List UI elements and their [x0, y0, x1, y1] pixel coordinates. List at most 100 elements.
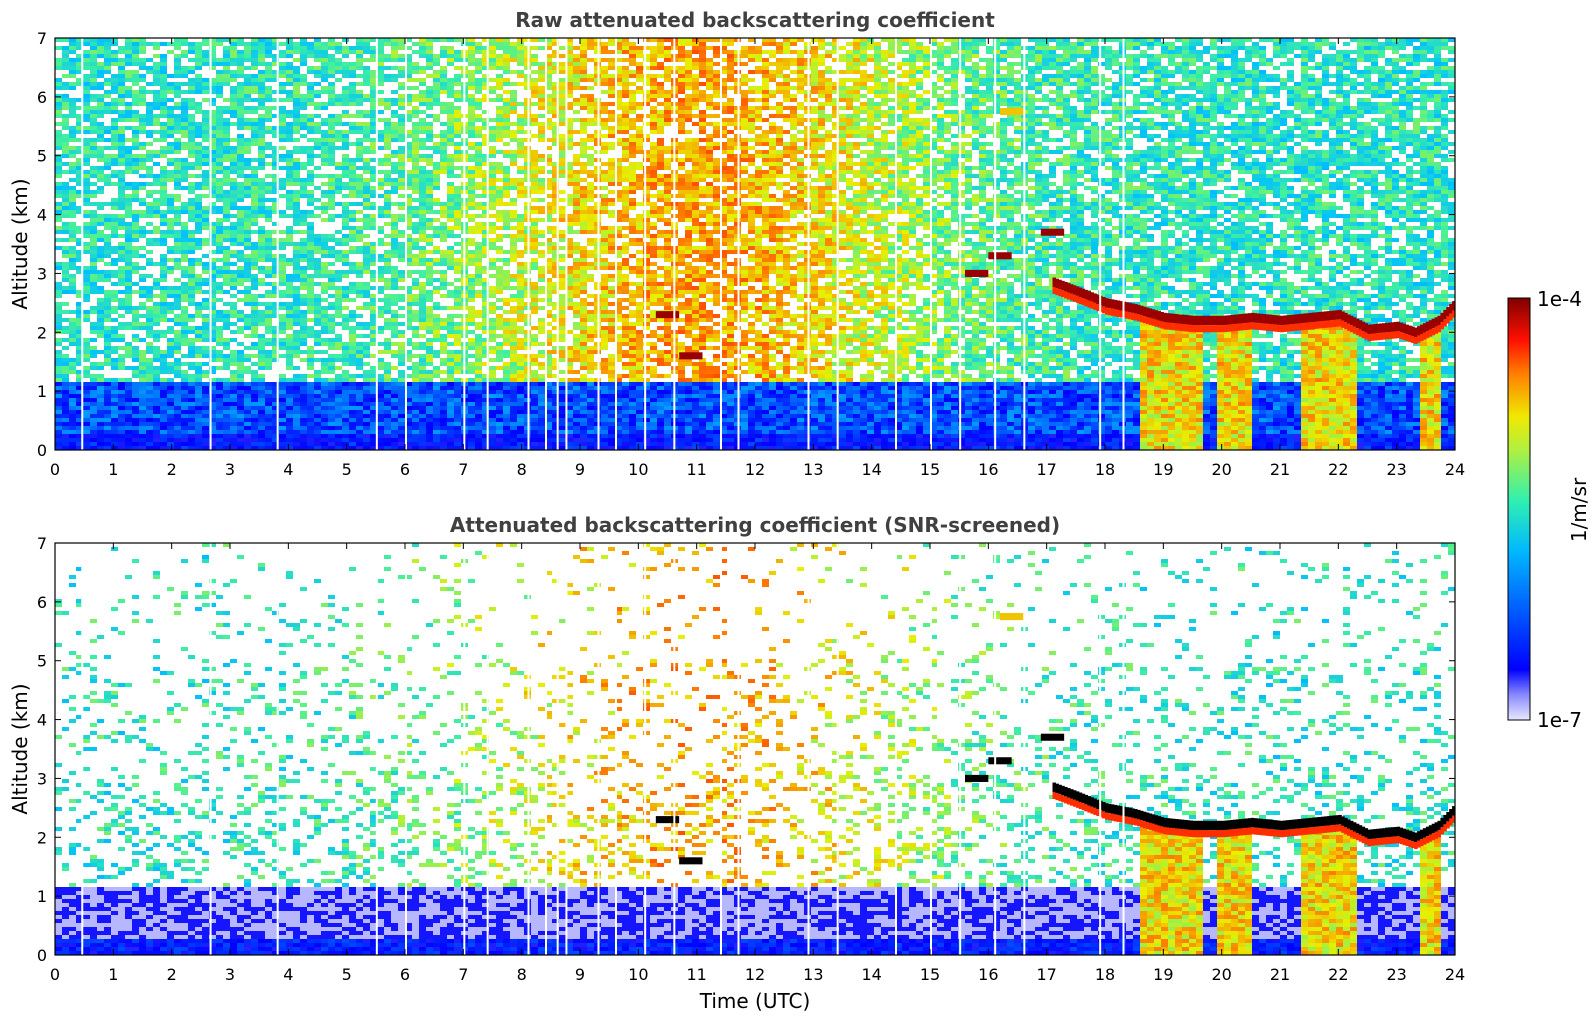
heatmap-cell: [118, 418, 125, 422]
heatmap-cell: [363, 430, 370, 434]
heatmap-cell: [272, 326, 279, 330]
heatmap-cell: [328, 422, 335, 426]
heatmap-cell: [398, 166, 405, 170]
heatmap-cell: [216, 358, 223, 362]
heatmap-cell: [62, 186, 69, 190]
heatmap-cell: [244, 94, 251, 98]
heatmap-cell: [454, 166, 461, 170]
heatmap-cell: [447, 198, 454, 202]
heatmap-cell: [482, 58, 489, 62]
heatmap-cell: [482, 270, 489, 274]
heatmap-cell: [412, 410, 419, 414]
heatmap-cell: [314, 342, 321, 346]
heatmap-cell: [244, 294, 251, 298]
heatmap-cell: [321, 254, 328, 258]
heatmap-cell: [265, 354, 272, 358]
heatmap-cell: [405, 154, 412, 158]
heatmap-cell: [202, 446, 209, 450]
heatmap-cell: [132, 438, 139, 442]
heatmap-cell: [146, 90, 153, 94]
heatmap-cell: [391, 294, 398, 298]
heatmap-cell: [125, 294, 132, 298]
heatmap-cell: [90, 426, 97, 430]
heatmap-cell: [244, 394, 251, 398]
heatmap-cell: [195, 314, 202, 318]
heatmap-cell: [412, 362, 419, 366]
heatmap-cell: [209, 38, 216, 42]
heatmap-cell: [230, 338, 237, 342]
heatmap-cell: [307, 242, 314, 246]
heatmap-cell: [328, 214, 335, 218]
heatmap-cell: [440, 134, 447, 138]
heatmap-cell: [216, 150, 223, 154]
heatmap-cell: [363, 390, 370, 394]
heatmap-cell: [146, 334, 153, 338]
heatmap-cell: [265, 446, 272, 450]
heatmap-cell: [412, 182, 419, 186]
heatmap-cell: [62, 206, 69, 210]
heatmap-cell: [475, 194, 482, 198]
heatmap-cell: [405, 310, 412, 314]
heatmap-cell: [139, 378, 146, 382]
heatmap-cell: [209, 82, 216, 86]
heatmap-cell: [118, 378, 125, 382]
heatmap-cell: [188, 294, 195, 298]
heatmap-cell: [272, 182, 279, 186]
heatmap-cell: [167, 142, 174, 146]
heatmap-cell: [433, 186, 440, 190]
heatmap-cell: [230, 38, 237, 42]
heatmap-cell: [83, 266, 90, 270]
heatmap-cell: [90, 322, 97, 326]
heatmap-cell: [321, 154, 328, 158]
heatmap-cell: [307, 318, 314, 322]
heatmap-cell: [433, 394, 440, 398]
heatmap-cell: [286, 338, 293, 342]
heatmap-cell: [139, 118, 146, 122]
heatmap-cell: [377, 118, 384, 122]
heatmap-cell: [286, 158, 293, 162]
heatmap-cell: [307, 306, 314, 310]
heatmap-cell: [111, 378, 118, 382]
heatmap-cell: [426, 106, 433, 110]
heatmap-cell: [160, 54, 167, 58]
heatmap-cell: [363, 114, 370, 118]
heatmap-cell: [454, 382, 461, 386]
heatmap-cell: [454, 134, 461, 138]
heatmap-cell: [195, 218, 202, 222]
heatmap-cell: [377, 238, 384, 242]
heatmap-cell: [216, 190, 223, 194]
heatmap-cell: [391, 234, 398, 238]
heatmap-cell: [111, 106, 118, 110]
heatmap-cell: [405, 338, 412, 342]
heatmap-cell: [90, 118, 97, 122]
heatmap-cell: [363, 386, 370, 390]
heatmap-cell: [328, 394, 335, 398]
heatmap-cell: [419, 198, 426, 202]
heatmap-cell: [55, 402, 62, 406]
heatmap-cell: [349, 70, 356, 74]
heatmap-cell: [314, 274, 321, 278]
heatmap-cell: [118, 242, 125, 246]
heatmap-cell: [328, 254, 335, 258]
heatmap-cell: [111, 290, 118, 294]
heatmap-cell: [356, 90, 363, 94]
heatmap-cell: [139, 430, 146, 434]
heatmap-cell: [342, 298, 349, 302]
heatmap-cell: [174, 246, 181, 250]
heatmap-cell: [398, 134, 405, 138]
heatmap-cell: [405, 114, 412, 118]
heatmap-cell: [174, 294, 181, 298]
heatmap-cell: [237, 430, 244, 434]
heatmap-cell: [468, 154, 475, 158]
heatmap-cell: [146, 194, 153, 198]
heatmap-cell: [188, 362, 195, 366]
heatmap-cell: [272, 186, 279, 190]
heatmap-cell: [349, 418, 356, 422]
heatmap-cell: [454, 194, 461, 198]
heatmap-cell: [258, 186, 265, 190]
heatmap-cell: [370, 338, 377, 342]
heatmap-cell: [216, 70, 223, 74]
heatmap-cell: [405, 178, 412, 182]
heatmap-cell: [251, 254, 258, 258]
heatmap-cell: [419, 226, 426, 230]
